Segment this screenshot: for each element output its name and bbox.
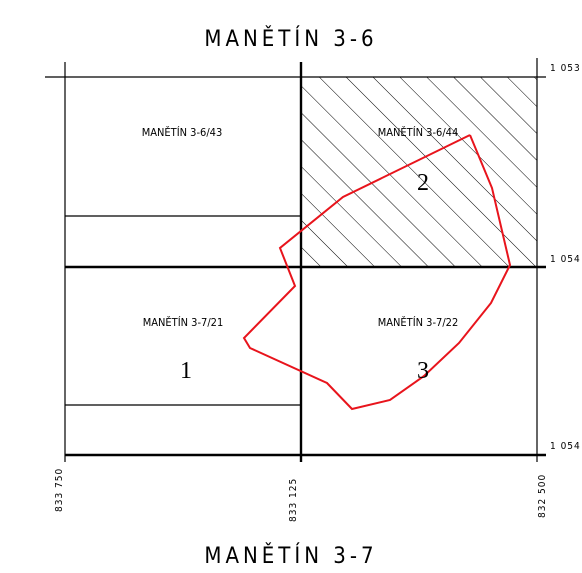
- y-coordinate-bottom: 1 054: [550, 441, 581, 452]
- x-coordinate-832500: 832 500: [537, 474, 548, 518]
- area-number-3: 3: [417, 358, 429, 384]
- area-boundary-outline: [242, 134, 512, 411]
- sheet-hatch-fill: [301, 77, 537, 267]
- sheet-label-3-6-44: MANĚTÍN 3-6/44: [378, 126, 459, 139]
- map-title-top: MANĚTÍN 3-6: [204, 26, 377, 52]
- area-number-1: 1: [180, 358, 192, 384]
- sheet-label-3-7-21: MANĚTÍN 3-7/21: [143, 316, 224, 329]
- sheet-label-3-6-43: MANĚTÍN 3-6/43: [142, 126, 223, 139]
- y-coordinate-middle: 1 054: [550, 254, 581, 265]
- area-number-2: 2: [417, 170, 429, 196]
- y-coordinate-top: 1 053: [550, 63, 581, 74]
- sheet-label-3-7-22: MANĚTÍN 3-7/22: [378, 316, 459, 329]
- x-coordinate-833125: 833 125: [288, 478, 299, 522]
- map-title-bottom: MANĚTÍN 3-7: [204, 543, 377, 569]
- x-coordinate-833750: 833 750: [54, 468, 65, 512]
- sheet-grid: [45, 58, 546, 462]
